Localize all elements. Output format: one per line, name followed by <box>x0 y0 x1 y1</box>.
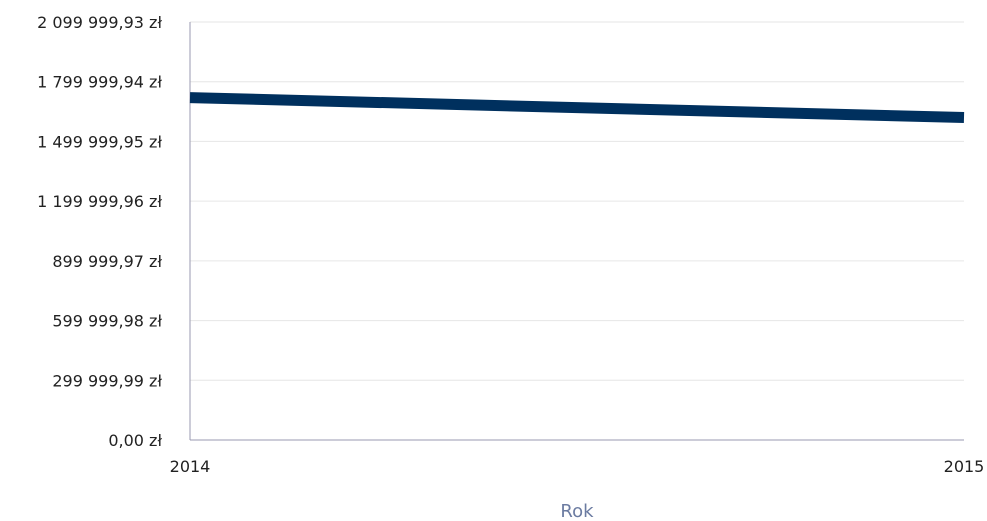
x-axis-title: Rok <box>560 501 594 521</box>
y-tick-label-7: 2 099 999,93 zł <box>37 13 162 32</box>
series-line-0 <box>189 92 965 124</box>
x-tick-label-2015: 2015 <box>944 457 985 476</box>
grid-lines <box>190 21 964 381</box>
y-tick-label-1: 299 999,99 zł <box>52 371 162 390</box>
y-tick-label-3: 899 999,97 zł <box>52 252 162 271</box>
y-tick-label-2: 599 999,98 zł <box>52 312 162 331</box>
y-tick-label-6: 1 799 999,94 zł <box>37 73 162 92</box>
axes <box>189 22 964 441</box>
y-tick-label-0: 0,00 zł <box>108 431 162 450</box>
x-tick-labels: 2014 2015 <box>170 457 985 476</box>
series <box>189 92 965 124</box>
y-tick-label-5: 1 499 999,95 zł <box>37 132 162 151</box>
x-tick-label-2014: 2014 <box>170 457 211 476</box>
y-tick-labels: 0,00 zł 299 999,99 zł 599 999,98 zł 899 999… <box>37 13 162 450</box>
y-tick-label-4: 1 199 999,96 zł <box>37 192 162 211</box>
